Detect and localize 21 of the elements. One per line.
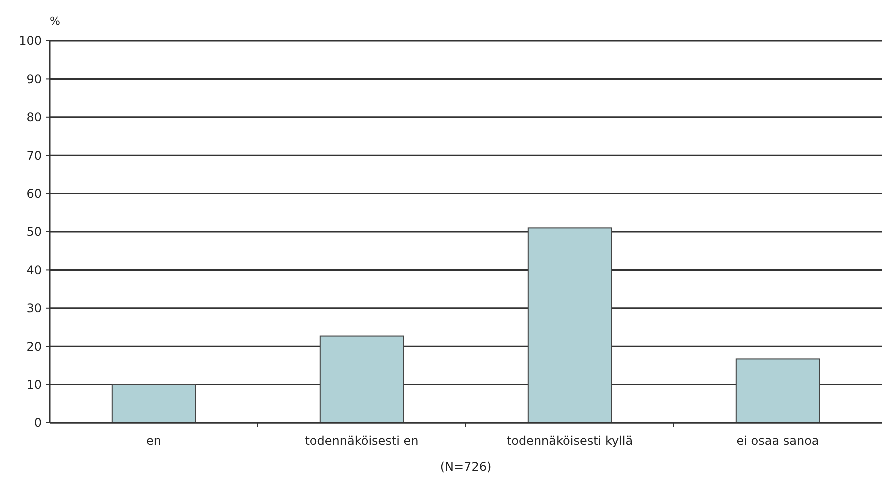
text: (N=726) <box>440 460 492 474</box>
y-tick-label: 80 <box>26 110 42 125</box>
y-tick-label: 10 <box>26 378 42 392</box>
y-tick-label: 50 <box>26 225 42 240</box>
y-tick-label: 0 <box>34 416 42 430</box>
y-tick-label: 70 <box>26 148 42 163</box>
y-tick-label: 30 <box>26 302 42 316</box>
y-tick-label: 60 <box>26 187 42 201</box>
y-tick-label: 20 <box>26 340 42 354</box>
y-tick-label: 40 <box>26 263 42 278</box>
y-tick-label: 100 <box>19 34 42 48</box>
x-tick-label: ei osaa sanoa <box>736 434 820 448</box>
bar <box>112 384 196 424</box>
bar <box>320 336 404 424</box>
y-axis-title: % <box>50 15 60 28</box>
x-tick-label: todennäköisesti en <box>305 434 419 448</box>
y-tick-label: 90 <box>26 72 42 86</box>
x-tick-label: en <box>146 434 162 448</box>
bar <box>736 358 820 424</box>
bar <box>528 228 612 424</box>
x-tick-label: todennäköisesti kyllä <box>506 434 634 448</box>
